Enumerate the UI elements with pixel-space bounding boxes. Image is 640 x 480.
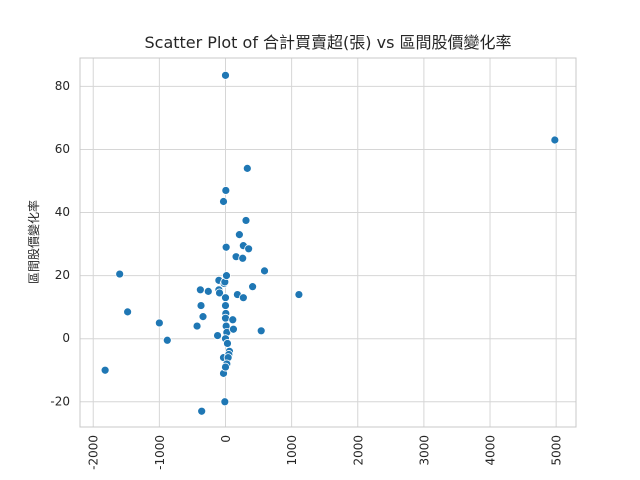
y-tick-label: 60 (55, 142, 70, 156)
data-point (221, 362, 230, 372)
data-point (234, 230, 244, 240)
data-point (215, 288, 224, 298)
x-tick-label: 5000 (550, 435, 564, 466)
x-tick-label: -2000 (87, 435, 101, 470)
data-point (238, 253, 248, 263)
data-point (221, 293, 230, 303)
data-point (260, 266, 269, 276)
data-point (123, 307, 133, 317)
y-tick-label: 80 (55, 79, 70, 93)
y-tick-label: 0 (62, 331, 70, 345)
y-tick-label: -20 (50, 394, 70, 408)
data-point (196, 301, 206, 310)
data-point (294, 290, 304, 299)
data-point (244, 244, 254, 254)
data-point (197, 406, 207, 416)
data-points (100, 70, 560, 416)
data-point (228, 315, 238, 325)
data-point (219, 197, 228, 206)
data-point (248, 282, 258, 292)
plot-frame (79, 57, 577, 428)
data-point (223, 339, 232, 348)
grid-lines (80, 58, 576, 427)
data-point (222, 271, 231, 281)
data-point (162, 335, 172, 345)
data-point (221, 313, 230, 323)
x-tick-label: 2000 (351, 435, 365, 466)
x-tick-label: 3000 (417, 435, 431, 466)
x-tick-labels: -2000 -1000 0 1000 2000 3000 4000 5000 (87, 435, 564, 470)
data-point (221, 70, 230, 80)
data-point (213, 331, 222, 340)
chart-title: Scatter Plot of 合計買賣超(張) vs 區間股價變化率 (144, 33, 511, 52)
data-point (256, 326, 266, 336)
data-point (221, 242, 231, 252)
data-point (242, 163, 252, 173)
data-point (115, 269, 125, 279)
data-point (195, 285, 205, 295)
x-tick-label: 4000 (484, 435, 498, 466)
x-tick-label: 1000 (285, 435, 299, 466)
data-point (198, 312, 208, 322)
data-point (203, 286, 213, 296)
data-point (238, 293, 248, 303)
x-tick-label: 0 (219, 435, 233, 443)
data-point (100, 365, 110, 375)
data-point (221, 186, 231, 195)
y-tick-label: 40 (55, 205, 70, 219)
data-point (192, 321, 202, 331)
data-point (154, 318, 164, 328)
x-tick-label: -1000 (153, 435, 167, 470)
data-point (220, 397, 230, 407)
y-tick-label: 20 (55, 268, 70, 282)
data-point (221, 301, 230, 310)
y-tick-labels: -20 0 20 40 60 80 (50, 79, 70, 408)
data-point (241, 216, 251, 225)
data-point (229, 324, 238, 334)
y-axis-label: 區間股價變化率 (26, 200, 41, 284)
data-point (550, 135, 560, 145)
